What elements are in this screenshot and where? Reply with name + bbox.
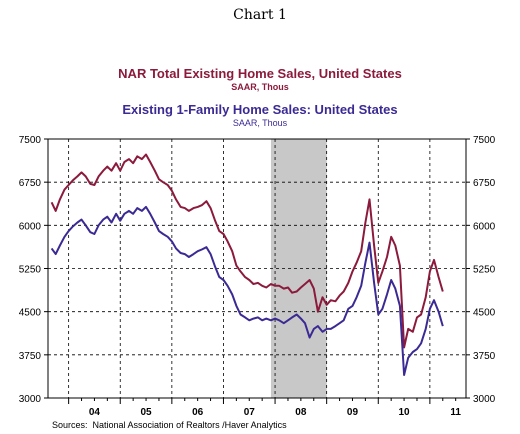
plot-frame: [47, 138, 467, 399]
y-tick-label-left: 7500: [19, 135, 42, 146]
series1-subtitle: SAAR, Thous: [231, 82, 289, 92]
series1-title: NAR Total Existing Home Sales, United St…: [118, 66, 402, 81]
y-tick-label-left: 6000: [19, 221, 42, 232]
y-tick-label-right: 3000: [473, 394, 496, 405]
y-tick-label-right: 6750: [473, 178, 496, 189]
y-tick-label-right: 3750: [473, 351, 496, 362]
y-tick-label-right: 7500: [473, 135, 496, 146]
y-tick-label-left: 5250: [19, 265, 42, 276]
y-tick-label-left: 3750: [19, 351, 42, 362]
x-tick-label: 06: [192, 407, 204, 418]
x-tick-label: 10: [399, 407, 411, 418]
x-tick-label: 11: [450, 407, 461, 418]
x-tick-label: 04: [89, 407, 101, 418]
y-tick-label-right: 4500: [473, 308, 496, 319]
recession-band: [270, 139, 327, 398]
source-note: Sources: National Association of Realtor…: [52, 420, 287, 430]
x-tick-label: 07: [244, 407, 256, 418]
y-tick-label-right: 5250: [473, 265, 496, 276]
y-tick-label-left: 6750: [19, 178, 42, 189]
series-line-2: [50, 205, 444, 376]
y-tick-label-left: 3000: [19, 394, 42, 405]
x-tick-label: 09: [347, 407, 359, 418]
x-tick-label: 05: [140, 407, 152, 418]
y-tick-label-left: 4500: [19, 308, 42, 319]
page-title: Chart 1: [233, 7, 287, 23]
series-line-1: [50, 153, 444, 349]
series2-title: Existing 1-Family Home Sales: United Sta…: [122, 102, 398, 117]
series2-subtitle: SAAR, Thous: [232, 118, 288, 128]
y-tick-label-right: 6000: [473, 221, 496, 232]
x-tick-label: 08: [295, 407, 307, 418]
